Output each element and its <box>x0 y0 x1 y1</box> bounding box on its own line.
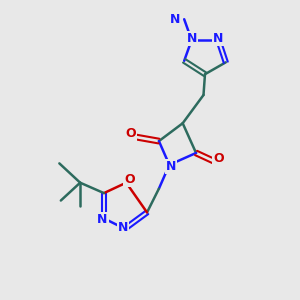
Text: O: O <box>213 152 224 165</box>
Text: N: N <box>213 32 224 45</box>
Text: O: O <box>125 127 136 140</box>
Text: O: O <box>124 173 134 186</box>
Text: N: N <box>166 160 176 173</box>
Text: N: N <box>186 32 197 45</box>
Text: N: N <box>118 221 128 234</box>
Text: N: N <box>97 213 108 226</box>
Text: N: N <box>170 13 181 26</box>
